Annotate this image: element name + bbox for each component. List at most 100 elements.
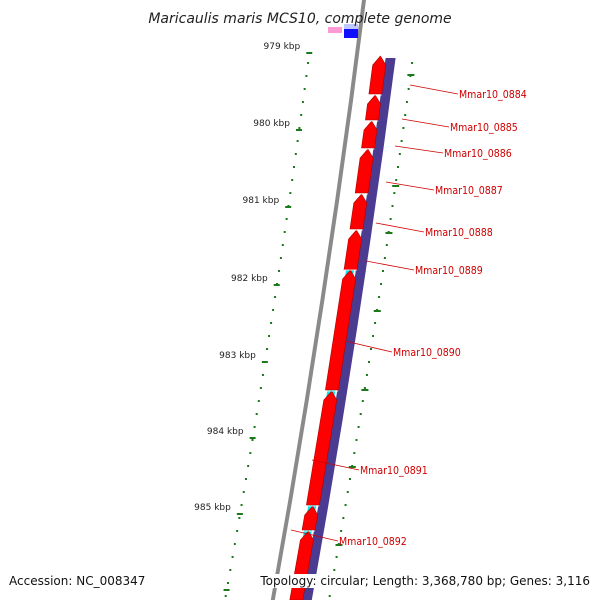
kbp-minor-tick — [370, 348, 373, 350]
kbp-minor-tick — [380, 283, 383, 285]
gene-label: Mmar10_0887 — [435, 185, 503, 197]
kbp-minor-tick — [365, 374, 368, 376]
kbp-minor-tick — [301, 101, 304, 103]
kbp-minor-tick — [289, 192, 292, 194]
kbp-minor-tick — [240, 504, 243, 506]
kbp-minor-tick — [247, 465, 250, 467]
genome-title: Maricaulis maris MCS10, complete genome — [148, 11, 451, 27]
gene-label: Mmar10_0888 — [425, 227, 493, 239]
kbp-minor-tick — [328, 595, 331, 597]
kbp-minor-tick — [405, 101, 408, 103]
feature-block — [344, 24, 358, 29]
gene-leader-line — [401, 118, 450, 128]
kbp-minor-tick — [342, 517, 345, 519]
tick-marks — [223, 52, 415, 597]
kbp-minor-tick — [391, 205, 394, 207]
gene-leader-line — [385, 181, 435, 191]
gene-label: Mmar10_0884 — [459, 89, 527, 101]
kbp-minor-tick — [357, 426, 360, 428]
kbp-minor-tick — [276, 283, 279, 285]
kbp-minor-tick — [227, 582, 230, 584]
kbp-minor-tick — [344, 504, 347, 506]
kbp-minor-tick — [374, 322, 377, 324]
kbp-minor-tick — [251, 439, 254, 441]
kbp-minor-tick — [287, 205, 290, 207]
kbp-minor-tick — [291, 179, 294, 181]
kbp-minor-tick — [385, 244, 388, 246]
kbp-minor-tick — [253, 426, 256, 428]
kbp-minor-tick — [277, 270, 280, 272]
kbp-minor-tick — [402, 127, 405, 129]
kbp-minor-tick — [355, 439, 358, 441]
kbp-minor-tick — [266, 348, 269, 350]
gene-leader-line — [311, 459, 360, 471]
kbp-minor-tick — [259, 387, 262, 389]
cds-reverse-gene — [354, 148, 374, 194]
gene-label: Mmar10_0889 — [415, 265, 483, 277]
feature-block — [344, 28, 358, 38]
kbp-minor-tick — [298, 127, 301, 129]
cds-reverse-gene — [325, 269, 356, 391]
gene-leader-line — [409, 84, 459, 95]
gene-leader-line — [290, 529, 339, 542]
gene-leader-line — [375, 222, 425, 233]
kbp-minor-tick — [293, 166, 296, 168]
kbp-minor-tick — [333, 569, 336, 571]
kbp-minor-tick — [407, 88, 410, 90]
kbp-minor-tick — [395, 179, 398, 181]
kbp-minor-tick — [236, 530, 239, 532]
kbp-minor-tick — [348, 478, 351, 480]
kbp-minor-tick — [231, 556, 234, 558]
cds-reverse-gene — [306, 390, 338, 506]
kbp-minor-tick — [268, 335, 271, 337]
kbp-minor-tick — [305, 75, 308, 77]
kbp-minor-tick — [307, 62, 310, 64]
kbp-minor-tick — [244, 478, 247, 480]
feature-tracks — [270, 0, 396, 600]
kbp-minor-tick — [389, 218, 392, 220]
gene-label: Mmar10_0890 — [393, 347, 461, 359]
gene-label: Mmar10_0886 — [444, 148, 512, 160]
kbp-minor-tick — [346, 491, 349, 493]
gene-label: Mmar10_0892 — [339, 536, 407, 548]
kbp-minor-tick — [393, 192, 396, 194]
kbp-minor-tick — [255, 413, 258, 415]
kbp-label: 985 kbp — [194, 503, 231, 513]
kbp-minor-tick — [233, 543, 236, 545]
gene-labels: 979 kbp 980 kbp 981 kbp 982 kbp 983 kbp 984 k… — [194, 42, 527, 548]
kbp-minor-tick — [281, 244, 284, 246]
kbp-minor-tick — [229, 569, 232, 571]
gene-label: Mmar10_0891 — [360, 465, 428, 477]
kbp-label: 979 kbp — [264, 42, 301, 52]
cds-reverse-gene — [361, 120, 378, 149]
kbp-minor-tick — [353, 452, 356, 454]
kbp-minor-tick — [368, 361, 371, 363]
kbp-minor-tick — [283, 231, 286, 233]
kbp-label: 980 kbp — [253, 119, 290, 129]
kbp-minor-tick — [224, 595, 227, 597]
kbp-minor-tick — [294, 153, 297, 155]
topology-text: Topology: circular; Length: 3,368,780 bp… — [260, 574, 590, 588]
gene-leader-line — [394, 145, 444, 154]
feature-block — [328, 27, 342, 33]
cds-reverse-gene — [301, 505, 319, 531]
kbp-minor-tick — [279, 257, 282, 259]
genome-backbone — [270, 0, 366, 600]
kbp-minor-tick — [381, 270, 384, 272]
kbp-minor-tick — [378, 296, 381, 298]
kbp-minor-tick — [261, 374, 264, 376]
kbp-label: 984 kbp — [207, 427, 244, 437]
kbp-minor-tick — [242, 491, 245, 493]
kbp-minor-tick — [404, 114, 407, 116]
kbp-label: 983 kbp — [219, 351, 256, 361]
kbp-minor-tick — [264, 361, 267, 363]
kbp-minor-tick — [296, 140, 299, 142]
kbp-minor-tick — [257, 400, 260, 402]
kbp-minor-tick — [397, 166, 400, 168]
cds-reverse-gene — [368, 55, 387, 95]
kbp-minor-tick — [285, 218, 288, 220]
kbp-minor-tick — [363, 387, 366, 389]
kbp-minor-tick — [361, 400, 364, 402]
cds-reverse-gene — [365, 94, 381, 121]
